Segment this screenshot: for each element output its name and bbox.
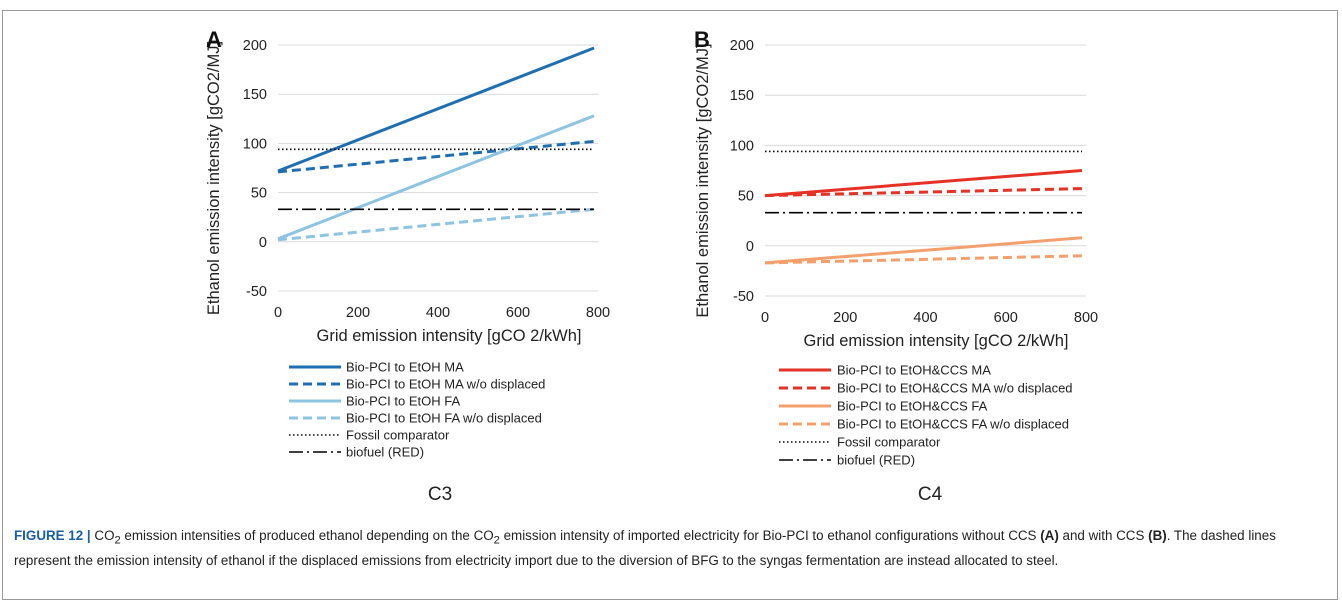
panel-a-x-tick-label: 200 bbox=[346, 305, 370, 321]
panel-a-y-tick-label: 100 bbox=[243, 136, 267, 152]
caption-sub-1: 2 bbox=[114, 534, 121, 547]
caption-text-1: CO bbox=[90, 528, 115, 543]
panel-a-legend-label: Bio-PCI to EtOH FA w/o displaced bbox=[346, 411, 542, 426]
panel-b-letter: B bbox=[694, 27, 710, 52]
panel-a-y-tick-label: 0 bbox=[259, 235, 267, 251]
panel-b-x-tick-label: 600 bbox=[994, 310, 1018, 326]
panel-a-y-tick-label: 200 bbox=[243, 38, 267, 54]
panel-b-x-tick-label: 800 bbox=[1074, 310, 1098, 326]
panel-a-x-tick-label: 800 bbox=[586, 305, 610, 321]
panel-b-legend-label: Bio-PCI to EtOH&CCS FA bbox=[837, 399, 988, 414]
caption-text-3: emission intensity of imported electrici… bbox=[499, 528, 1041, 543]
panel-b-series-line bbox=[764, 254, 1083, 265]
panel-a-y-tick-label: -50 bbox=[246, 284, 267, 300]
panel-a-letter: A bbox=[206, 27, 222, 52]
panel-b-y-tick-label: -50 bbox=[733, 289, 754, 305]
panel-b-x-tick-label: 0 bbox=[761, 310, 769, 326]
panel-b-y-tick-label: 200 bbox=[730, 38, 754, 54]
caption-text-5: . The dashed lines represent the emissio… bbox=[14, 528, 1276, 569]
panel-a-series-line bbox=[277, 114, 595, 241]
panel-b-y-axis-label: Ethanol emission intensity [gCO2/MJ] bbox=[694, 43, 712, 317]
panel-a-series-line bbox=[277, 139, 595, 174]
panel-a-legend-label: Fossil comparator bbox=[346, 428, 450, 443]
panel-a-x-tick-label: 400 bbox=[426, 305, 450, 321]
caption-sub-2: 2 bbox=[493, 534, 500, 547]
panel-b-legend-label: Bio-PCI to EtOH&CCS MA bbox=[837, 363, 991, 378]
panel-a-x-axis-label: Grid emission intensity [gCO 2/kWh] bbox=[317, 327, 582, 345]
panel-b-series-line bbox=[764, 236, 1083, 265]
panel-b-y-tick-label: 100 bbox=[730, 138, 754, 154]
caption-label: FIGURE 12 | bbox=[14, 528, 91, 543]
panel-a-y-axis-label: Ethanol emission intensity [gCO2/MJ] bbox=[205, 41, 223, 315]
panel-a-legend-label: Bio-PCI to EtOH MA w/o displaced bbox=[346, 377, 545, 392]
panel-a-y-tick-label: 150 bbox=[243, 87, 267, 103]
panel-a-series-line bbox=[277, 46, 595, 173]
panel-b-chart: -50 0 50 100 150 200 0 200 400 600 800 Grid emissio… bbox=[694, 27, 1098, 505]
panel-a-legend-label: biofuel (RED) bbox=[346, 445, 424, 460]
panel-a-legend-label: Bio-PCI to EtOH FA bbox=[346, 394, 460, 409]
panel-b-legend-label: Bio-PCI to EtOH&CCS FA w/o displaced bbox=[837, 417, 1069, 432]
caption-text-4: and with CCS bbox=[1058, 528, 1149, 543]
panel-b-legend-label: biofuel (RED) bbox=[837, 453, 915, 468]
panel-b-legend-label: Bio-PCI to EtOH&CCS MA w/o displaced bbox=[837, 381, 1073, 396]
panel-a-x-tick-label: 0 bbox=[274, 305, 282, 321]
panel-b-x-axis-label: Grid emission intensity [gCO 2/kWh] bbox=[804, 332, 1069, 350]
panel-b-series-line bbox=[764, 169, 1083, 198]
panel-a-y-tick-label: 50 bbox=[251, 186, 267, 202]
panel-b-panel-label: C4 bbox=[918, 484, 943, 505]
panel-a-legend-label: Bio-PCI to EtOH MA bbox=[346, 360, 464, 375]
figure-caption: FIGURE 12 | CO2 emission intensities of … bbox=[14, 526, 1328, 571]
figure-frame bbox=[2, 10, 1338, 600]
panel-b-x-tick-label: 400 bbox=[913, 310, 937, 326]
panel-b-series-line bbox=[764, 187, 1083, 198]
panel-b-y-tick-label: 150 bbox=[730, 88, 754, 104]
caption-text-2: emission intensities of produced ethanol… bbox=[120, 528, 494, 543]
panel-a-series-line bbox=[277, 207, 595, 242]
caption-ref-b: (B) bbox=[1148, 528, 1167, 543]
panel-a-panel-label: C3 bbox=[428, 484, 452, 505]
panel-b-legend-label: Fossil comparator bbox=[837, 435, 941, 450]
panel-b-y-tick-label: 0 bbox=[746, 239, 754, 255]
caption-ref-a: (A) bbox=[1040, 528, 1059, 543]
panel-b-y-tick-label: 50 bbox=[738, 189, 754, 205]
panel-a-x-tick-label: 600 bbox=[506, 305, 530, 321]
panel-b-x-tick-label: 200 bbox=[833, 310, 857, 326]
